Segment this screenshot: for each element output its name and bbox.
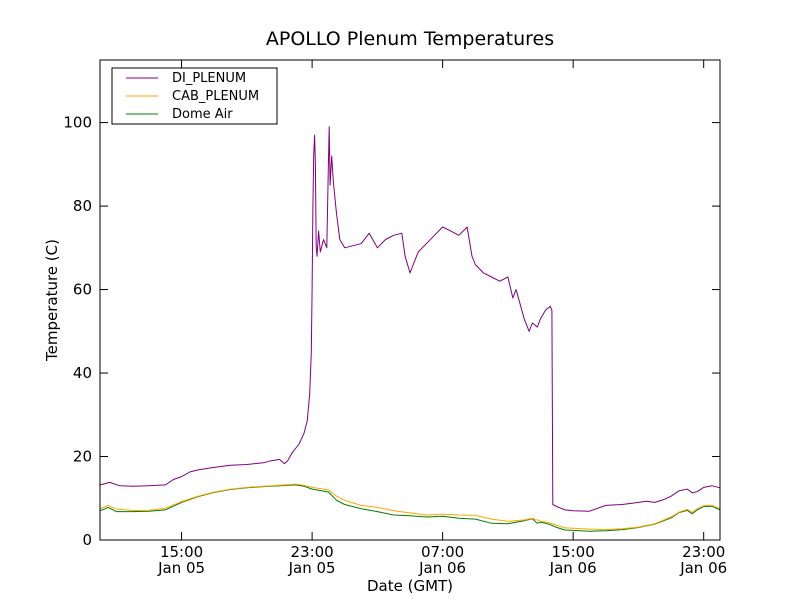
- y-tick-label: 20: [73, 448, 92, 466]
- x-tick-label-date: Jan 06: [418, 559, 466, 577]
- legend-label-cab-plenum: CAB_PLENUM: [172, 89, 259, 104]
- x-tick-label-time: 23:00: [682, 543, 725, 561]
- x-tick-label-date: Jan 06: [549, 559, 597, 577]
- y-tick-label: 60: [73, 281, 92, 299]
- series-line-di-plenum: [99, 126, 721, 512]
- x-tick-label-time: 15:00: [552, 543, 595, 561]
- series-line-cab-plenum: [99, 483, 721, 531]
- x-tick-label-date: Jan 06: [679, 559, 727, 577]
- x-tick-label-date: Jan 05: [157, 559, 205, 577]
- y-tick-label: 100: [63, 114, 92, 132]
- y-tick-label: 40: [73, 364, 92, 382]
- x-tick-label-time: 15:00: [160, 543, 203, 561]
- chart-title: APOLLO Plenum Temperatures: [266, 28, 554, 50]
- legend-label-dome-air: Dome Air: [172, 107, 233, 122]
- x-tick-label-date: Jan 05: [288, 559, 336, 577]
- y-axis-label: Temperature (C): [43, 239, 61, 362]
- legend: DI_PLENUM CAB_PLENUM Dome Air: [111, 67, 278, 125]
- x-axis-label: Date (GMT): [367, 577, 453, 595]
- x-tick-label-time: 23:00: [290, 543, 333, 561]
- plot-frame: [99, 59, 721, 541]
- y-tick-label: 80: [73, 197, 92, 215]
- legend-label-di-plenum: DI_PLENUM: [172, 71, 246, 86]
- y-tick-label: 0: [82, 531, 92, 549]
- series-group: [99, 126, 721, 532]
- x-tick-label-time: 07:00: [421, 543, 464, 561]
